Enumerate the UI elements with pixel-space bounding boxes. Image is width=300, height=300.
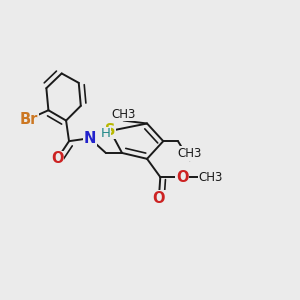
Text: CH3: CH3 xyxy=(111,108,136,121)
Text: Br: Br xyxy=(20,112,38,127)
Text: S: S xyxy=(105,123,116,138)
Text: O: O xyxy=(176,169,189,184)
Text: H: H xyxy=(101,127,111,140)
Text: CH3: CH3 xyxy=(199,171,223,184)
Text: O: O xyxy=(51,151,64,166)
Text: N: N xyxy=(83,131,96,146)
Text: O: O xyxy=(153,191,165,206)
Text: CH3: CH3 xyxy=(178,147,202,160)
